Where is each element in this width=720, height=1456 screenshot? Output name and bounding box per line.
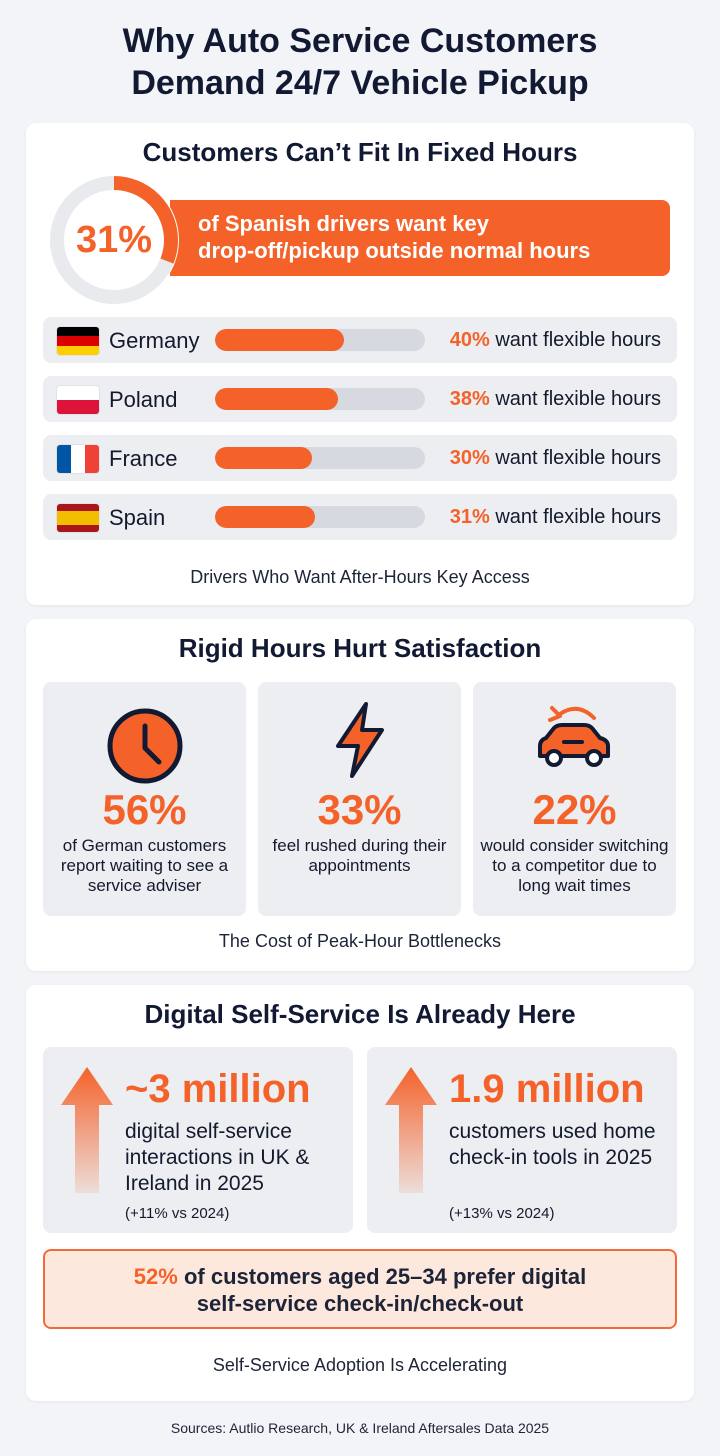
stat-tile-rushed: 33% feel rushed during their appointment…	[258, 682, 461, 916]
preference-pct: 52%	[133, 1264, 178, 1289]
stat-value: 56%	[102, 786, 187, 833]
country-stat: 40% want flexible hours	[450, 329, 661, 352]
stat-value: 22%	[532, 786, 617, 833]
satisfaction-card: Rigid Hours Hurt Satisfaction 56% of Ger…	[26, 619, 694, 971]
country-bar-track	[215, 447, 425, 469]
digital-description: customers used home check-in tools in 20…	[449, 1120, 656, 1169]
country-pct: 31%	[449, 506, 490, 528]
digital-growth-note: (+11% vs 2024)	[125, 1205, 230, 1222]
fixed-hours-caption: Drivers Who Want After-Hours Key Access	[190, 567, 530, 587]
digital-tile-checkin: 1.9 million customers used home check-in…	[367, 1047, 677, 1233]
satisfaction-heading: Rigid Hours Hurt Satisfaction	[178, 633, 542, 663]
preference-text-2: self-service check-in/check-out	[196, 1291, 524, 1316]
fixed-hours-heading: Customers Can’t Fit In Fixed Hours	[142, 137, 578, 167]
de-flag-icon	[57, 327, 99, 355]
arrow-up-icon	[385, 1067, 437, 1193]
digital-value: ~3 million	[125, 1067, 311, 1111]
stat-description: feel rushed during their appointments	[272, 836, 447, 875]
country-row-poland: Poland 38% want flexible hours	[43, 376, 677, 422]
country-pct: 30%	[449, 447, 490, 469]
country-bar-fill	[215, 329, 345, 351]
lightning-icon	[258, 700, 461, 780]
highlight-line-1: of Spanish drivers want key	[198, 211, 489, 236]
highlight-banner: of Spanish drivers want key drop-off/pic…	[170, 200, 670, 276]
preference-text-1: of customers aged 25–34 prefer digital	[183, 1264, 587, 1289]
clock-icon	[43, 706, 246, 786]
country-pct: 40%	[449, 329, 490, 351]
highlight-ring	[49, 175, 179, 305]
country-name: Germany	[109, 328, 200, 353]
country-suffix: want flexible hours	[495, 506, 661, 528]
stat-description: of German customers report waiting to se…	[60, 836, 229, 895]
digital-heading: Digital Self-Service Is Already Here	[144, 999, 576, 1029]
country-row-france: France 30% want flexible hours	[43, 435, 677, 481]
highlight-value: 31%	[75, 218, 153, 261]
digital-growth-note: (+13% vs 2024)	[449, 1205, 555, 1222]
country-row-germany: Germany 40% want flexible hours	[43, 317, 677, 363]
stat-tile-switching: 22% would consider switching to a compet…	[473, 682, 676, 916]
highlight-line-2: drop-off/pickup outside normal hours	[198, 238, 591, 263]
sources-footer: Sources: Autlio Research, UK & Ireland A…	[170, 1420, 550, 1436]
fr-flag-icon	[57, 445, 99, 473]
country-name: Spain	[109, 505, 166, 530]
title-line-2: Demand 24/7 Vehicle Pickup	[131, 64, 589, 102]
fixed-hours-card: Customers Can’t Fit In Fixed Hours of Sp…	[26, 123, 694, 605]
digital-description: digital self-service interactions in UK …	[125, 1120, 310, 1195]
country-bar-fill	[215, 447, 312, 469]
stat-description: would consider switching to a competitor…	[480, 836, 669, 895]
stat-tile-waiting: 56% of German customers report waiting t…	[43, 682, 246, 916]
country-suffix: want flexible hours	[495, 388, 661, 410]
stat-value: 33%	[317, 786, 402, 833]
country-name: Poland	[109, 387, 178, 412]
country-suffix: want flexible hours	[495, 329, 661, 351]
country-name: France	[109, 446, 178, 471]
country-stat: 30% want flexible hours	[450, 447, 661, 470]
digital-value: 1.9 million	[449, 1067, 645, 1111]
country-row-spain: Spain 31% want flexible hours	[43, 494, 677, 540]
car-return-icon	[473, 700, 676, 774]
digital-caption: Self-Service Adoption Is Accelerating	[212, 1355, 508, 1375]
digital-card: Digital Self-Service Is Already Here ~3 …	[26, 985, 694, 1401]
country-stat: 38% want flexible hours	[450, 388, 661, 411]
country-stat: 31% want flexible hours	[450, 506, 661, 529]
country-bar-fill	[215, 388, 338, 410]
country-bar-fill	[215, 506, 316, 528]
country-bar-track	[215, 329, 425, 351]
arrow-up-icon	[61, 1067, 113, 1193]
country-pct: 38%	[449, 388, 490, 410]
country-bar-track	[215, 506, 425, 528]
satisfaction-caption: The Cost of Peak-Hour Bottlenecks	[218, 931, 502, 951]
country-bar-track	[215, 388, 425, 410]
page-title: Why Auto Service Customers Demand 24/7 V…	[0, 20, 720, 104]
es-flag-icon	[57, 504, 99, 532]
title-line-1: Why Auto Service Customers	[122, 22, 598, 60]
preference-callout: 52% of customers aged 25–34 prefer digit…	[43, 1249, 677, 1329]
digital-tile-interactions: ~3 million digital self-service interact…	[43, 1047, 353, 1233]
pl-flag-icon	[57, 386, 99, 414]
country-suffix: want flexible hours	[495, 447, 661, 469]
